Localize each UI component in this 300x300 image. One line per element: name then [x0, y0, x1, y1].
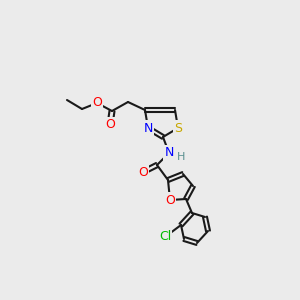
Text: O: O [138, 166, 148, 178]
Text: O: O [105, 118, 115, 131]
Text: N: N [164, 146, 174, 160]
Text: N: N [143, 122, 153, 134]
Text: O: O [92, 97, 102, 110]
Text: Cl: Cl [159, 230, 171, 244]
Text: S: S [174, 122, 182, 134]
Text: O: O [165, 194, 175, 206]
Text: H: H [177, 152, 185, 162]
